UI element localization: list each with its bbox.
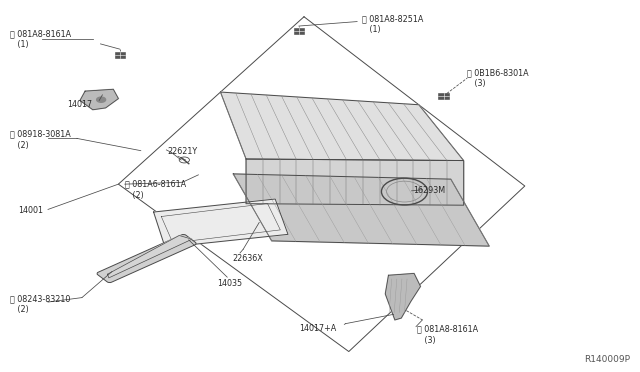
- Polygon shape: [154, 199, 288, 247]
- Text: 14001: 14001: [18, 206, 43, 215]
- Polygon shape: [385, 273, 420, 320]
- Text: 14035: 14035: [218, 279, 243, 288]
- Text: Ⓑ 081A8-8161A
   (1): Ⓑ 081A8-8161A (1): [10, 29, 71, 49]
- Text: 22621Y: 22621Y: [168, 147, 198, 156]
- Polygon shape: [220, 92, 463, 161]
- Text: Ⓑ 081A6-8161A
   (2): Ⓑ 081A6-8161A (2): [125, 180, 186, 200]
- Polygon shape: [80, 89, 118, 110]
- Polygon shape: [234, 174, 489, 246]
- Bar: [115, 52, 125, 58]
- Text: Ⓑ 081A8-8161A
   (3): Ⓑ 081A8-8161A (3): [417, 325, 479, 345]
- Text: Ⓑ 0B1B6-8301A
   (3): Ⓑ 0B1B6-8301A (3): [467, 68, 529, 88]
- Text: Ⓑ 081A8-8251A
   (1): Ⓑ 081A8-8251A (1): [362, 14, 423, 34]
- Text: 14017+A: 14017+A: [300, 324, 337, 333]
- Text: Ⓢ 08243-83210
   (2): Ⓢ 08243-83210 (2): [10, 294, 70, 314]
- Bar: [438, 93, 449, 99]
- Text: Ⓝ 08918-3081A
   (2): Ⓝ 08918-3081A (2): [10, 129, 70, 150]
- Polygon shape: [246, 159, 463, 205]
- FancyBboxPatch shape: [97, 234, 196, 283]
- Bar: [294, 28, 304, 34]
- Text: R140009P: R140009P: [584, 355, 630, 364]
- Circle shape: [97, 97, 106, 102]
- Text: 22636X: 22636X: [232, 254, 263, 263]
- Text: 14017: 14017: [67, 100, 92, 109]
- Text: 16293M: 16293M: [413, 186, 445, 195]
- Polygon shape: [108, 235, 192, 278]
